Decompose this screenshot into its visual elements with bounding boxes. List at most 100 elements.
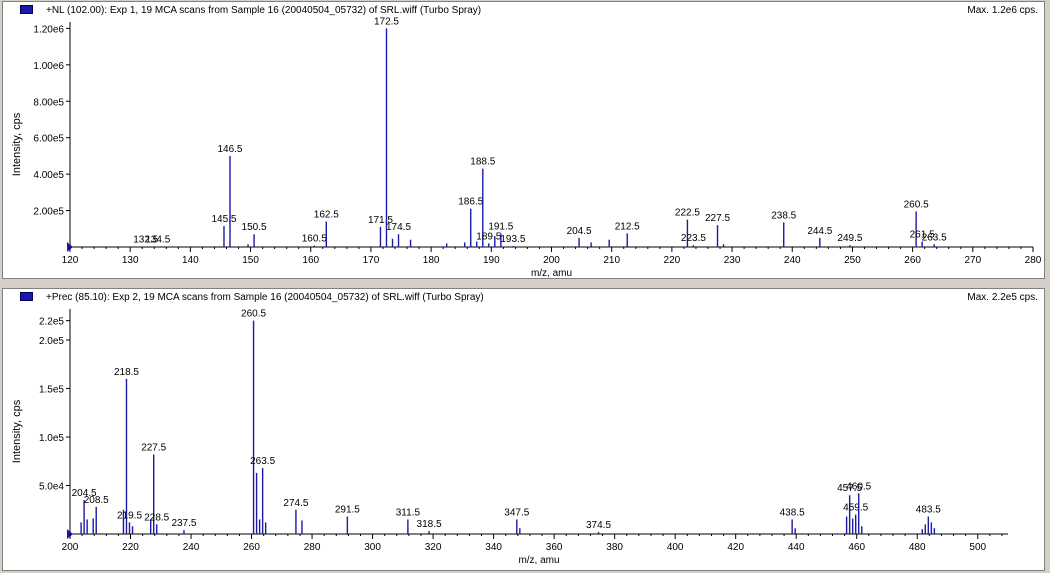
peak-label: 174.5 [386,222,411,233]
x-tick-label: 380 [606,542,623,553]
x-tick-label: 500 [969,542,986,553]
peak-label: 263.5 [922,232,947,243]
x-tick-label: 260 [243,542,260,553]
peak-label: 134.5 [145,235,170,246]
peak-label: 438.5 [780,507,805,518]
peak-label: 261.5 [910,230,935,241]
peak-label: 263.5 [250,456,275,467]
x-tick-label: 160 [302,255,319,266]
peak-label: 204.5 [72,488,97,499]
x-tick-label: 190 [483,255,500,266]
peak-label: 218.5 [114,367,139,378]
peak-label: 237.5 [171,518,196,529]
x-tick-label: 300 [364,542,381,553]
y-tick-label: 2.00e5 [33,207,64,218]
peak-label: 311.5 [396,507,421,518]
peak-label: 291.5 [335,505,360,516]
peak-label: 274.5 [283,498,308,509]
max-intensity-label: Max. 1.2e6 cps. [967,5,1038,16]
peak-label: 132.5 [133,234,158,245]
x-tick-label: 140 [182,255,199,266]
spectrum-panel-nl: +NL (102.00): Exp 1, 19 MCA scans from S… [2,1,1045,279]
nl-spectrum-chart[interactable]: 120 130 140 150 160 170 180 190 200 210 220 230 240 2… [3,2,1044,278]
x-axis-label: m/z, amu [531,268,572,278]
peak-label: 162.5 [314,209,339,220]
peak-label: 204.5 [567,226,592,237]
peak-label: 483.5 [916,505,941,516]
peak-label: 193.5 [500,234,525,245]
y-tick-label: 1.5e5 [39,385,64,396]
x-tick-label: 270 [964,255,981,266]
x-tick-label: 200 [543,255,560,266]
peak-label: 260.5 [904,199,929,210]
x-tick-label: 340 [485,542,502,553]
max-intensity-label: Max. 2.2e5 cps. [967,292,1038,303]
y-tick-label: 5.0e4 [39,482,64,493]
x-tick-label: 260 [904,255,921,266]
peak-label: 459.5 [843,503,868,514]
peak-label: 222.5 [675,208,700,219]
spectrum-panel-prec: +Prec (85.10): Exp 2, 19 MCA scans from … [2,288,1045,571]
prec-spectrum-chart[interactable]: 200 220 240 260 280 300 320 340 360 380 400 420 440 4… [3,289,1044,570]
peak-label: 249.5 [837,233,862,244]
y-tick-label: 1.00e6 [33,61,64,72]
peak-label: 191.5 [488,221,513,232]
peak-label: 227.5 [141,442,166,453]
legend-swatch-icon[interactable] [20,292,33,301]
x-tick-label: 230 [724,255,741,266]
peak-label: 374.5 [586,520,611,531]
y-tick-label: 1.20e6 [33,24,64,35]
peak-label: 145.5 [211,214,236,225]
peak-label: 260.5 [241,309,266,320]
x-tick-label: 360 [546,542,563,553]
panel-header: +Prec (85.10): Exp 2, 19 MCA scans from … [3,289,1044,307]
x-tick-label: 220 [122,542,139,553]
x-tick-label: 420 [727,542,744,553]
x-tick-label: 250 [844,255,861,266]
y-axis-label: Intensity, cps [11,399,23,463]
x-tick-label: 440 [788,542,805,553]
x-tick-label: 240 [784,255,801,266]
x-tick-label: 210 [603,255,620,266]
x-tick-label: 130 [122,255,139,266]
y-tick-label: 4.00e5 [33,170,64,181]
x-tick-label: 120 [62,255,79,266]
x-tick-label: 180 [423,255,440,266]
x-tick-label: 220 [664,255,681,266]
peak-label: 223.5 [681,233,706,244]
peak-label: 150.5 [242,222,267,233]
peak-label: 188.5 [470,157,495,168]
y-tick-label: 2.0e5 [39,336,64,347]
peak-label: 238.5 [771,210,796,221]
x-tick-label: 320 [425,542,442,553]
peak-label: 457.5 [837,483,862,494]
x-tick-label: 480 [909,542,926,553]
peak-label: 347.5 [504,507,529,518]
peak-label: 219.5 [117,510,142,521]
y-tick-label: 1.0e5 [39,433,64,444]
x-tick-label: 460 [848,542,865,553]
peak-label: 146.5 [217,144,242,155]
x-tick-label: 280 [1025,255,1042,266]
peak-label: 160.5 [302,234,327,245]
peak-label: 460.5 [846,481,871,492]
peak-label: 172.5 [374,16,399,27]
x-tick-label: 280 [304,542,321,553]
panel-title: +NL (102.00): Exp 1, 19 MCA scans from S… [46,5,482,16]
peak-label: 227.5 [705,213,730,224]
x-tick-label: 400 [667,542,684,553]
peak-label: 212.5 [615,221,640,232]
peak-label: 171.5 [368,215,393,226]
peak-label: 228.5 [144,512,169,523]
x-axis-label: m/z, amu [518,555,559,566]
y-tick-label: 6.00e5 [33,134,64,145]
peak-label: 244.5 [807,226,832,237]
x-tick-label: 150 [242,255,259,266]
panel-header: +NL (102.00): Exp 1, 19 MCA scans from S… [3,2,1044,20]
peak-label: 189.5 [476,231,501,242]
legend-swatch-icon[interactable] [20,5,33,14]
panel-title: +Prec (85.10): Exp 2, 19 MCA scans from … [46,292,484,303]
x-tick-label: 240 [183,542,200,553]
y-tick-label: 8.00e5 [33,97,64,108]
peak-label: 208.5 [84,495,109,506]
